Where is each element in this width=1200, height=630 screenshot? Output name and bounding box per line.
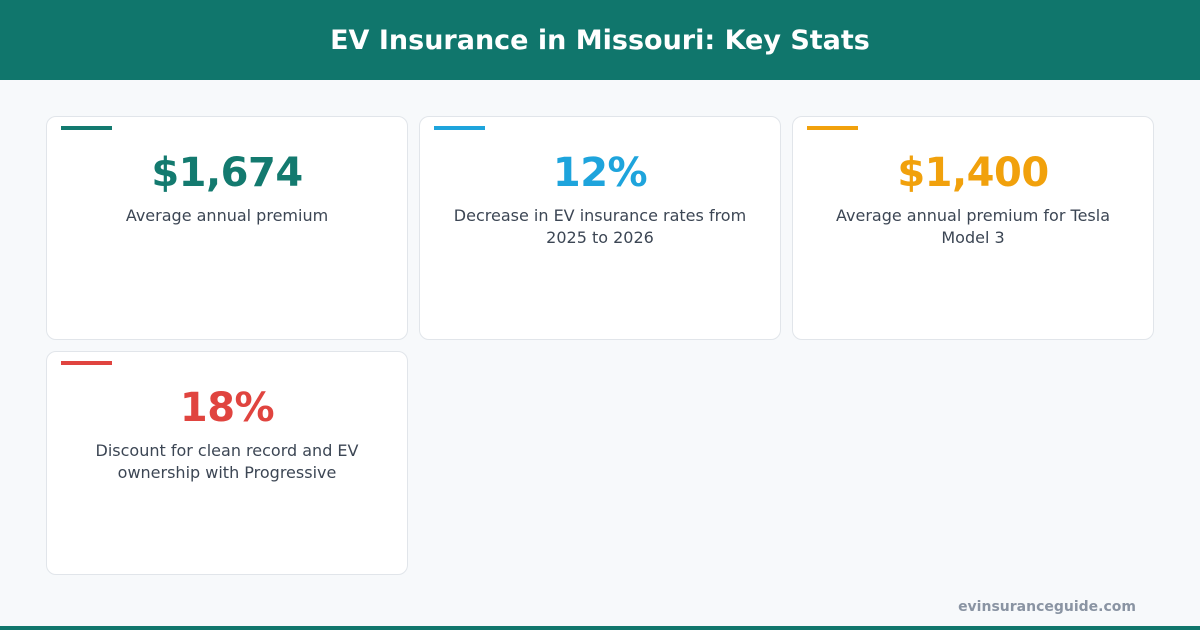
stat-value: $1,674 (151, 150, 303, 196)
accent-bar (434, 126, 485, 130)
header: EV Insurance in Missouri: Key Stats (0, 0, 1200, 80)
stat-value: $1,400 (897, 150, 1049, 196)
stat-card: 18% Discount for clean record and EV owne… (46, 351, 408, 575)
accent-bar (61, 361, 112, 365)
accent-bar (61, 126, 112, 130)
accent-bar (807, 126, 858, 130)
bottom-bar (0, 626, 1200, 630)
stat-value: 12% (552, 150, 648, 196)
stat-label: Average annual premium for Tesla Model 3 (836, 206, 1110, 247)
stat-card: $1,400 Average annual premium for Tesla M… (792, 116, 1154, 340)
stat-card: 12% Decrease in EV insurance rates from 2… (419, 116, 781, 340)
stat-card: $1,674 Average annual premium (46, 116, 408, 340)
title: EV Insurance in Missouri: Key Stats (330, 24, 870, 56)
stat-label: Average annual premium (125, 206, 329, 225)
stat-label: Discount for clean record and EV ownersh… (95, 441, 359, 482)
stat-label: Decrease in EV insurance rates from 2025… (453, 206, 747, 247)
card-grid: $1,674 Average annual premium 12% Decrease … (46, 116, 1154, 575)
stat-value: 18% (179, 385, 275, 431)
source: evinsuranceguide.com (958, 599, 1136, 615)
